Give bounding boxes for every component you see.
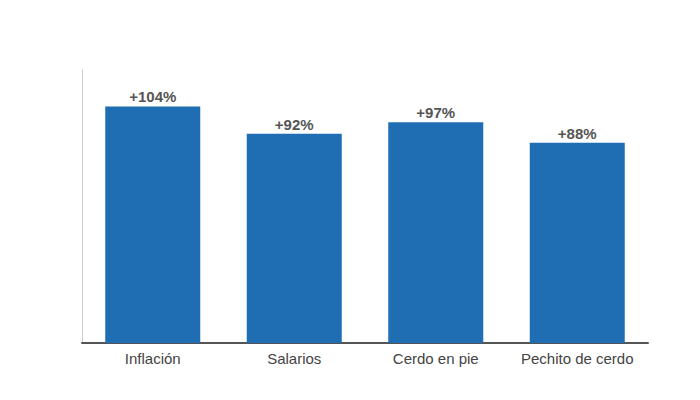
svg-text:+104%: +104% bbox=[129, 88, 176, 105]
svg-text:Cerdo en pie: Cerdo en pie bbox=[393, 350, 479, 367]
svg-text:+88%: +88% bbox=[558, 125, 597, 142]
svg-text:+97%: +97% bbox=[416, 104, 455, 121]
svg-text:Pechito de cerdo: Pechito de cerdo bbox=[521, 350, 634, 367]
svg-text:+92%: +92% bbox=[275, 116, 314, 133]
svg-text:Salarios: Salarios bbox=[267, 350, 321, 367]
svg-text:Inflación: Inflación bbox=[125, 350, 181, 367]
